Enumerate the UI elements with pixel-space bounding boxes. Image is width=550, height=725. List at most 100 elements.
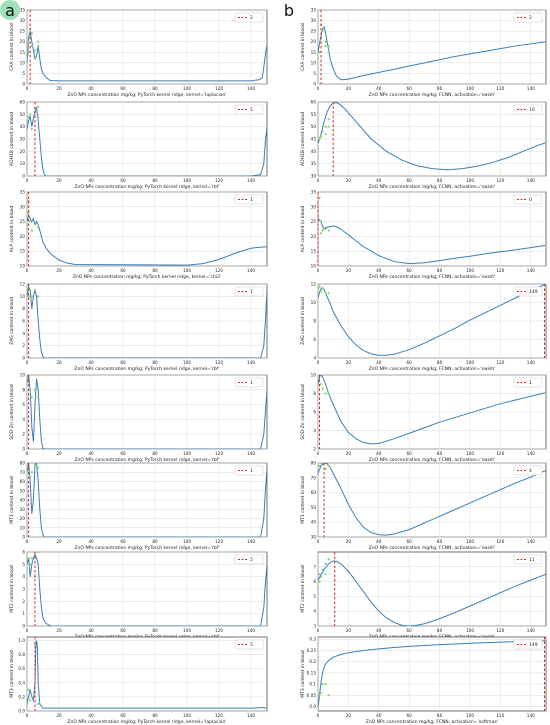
- data-point: [27, 40, 30, 43]
- y-axis-label: ADH1B content in blood: [300, 112, 306, 166]
- data-point: [27, 688, 30, 691]
- x-tick-label: 140: [527, 178, 535, 183]
- data-point: [30, 396, 33, 399]
- fit-curve: [27, 31, 267, 82]
- x-tick-label: 120: [215, 360, 223, 365]
- legend-label: 149: [529, 642, 538, 648]
- x-axis-label: ZnO NPs concentration mg/kg; PyTorch ker…: [74, 366, 219, 372]
- y-tick-label: 50: [311, 124, 317, 129]
- y-tick-label: 2: [22, 343, 25, 348]
- data-point: [318, 137, 321, 141]
- x-tick-label: 120: [215, 628, 223, 633]
- legend-label: 4: [529, 468, 532, 474]
- data-point: [544, 479, 546, 482]
- chart-a4: 0 20 40 60 80 100 120 140 0 2 4 6 8 10 12 ZnO NPs conce…: [9, 282, 268, 372]
- data-point: [27, 205, 29, 208]
- legend-box: [234, 639, 264, 650]
- y-tick-label: 0.25: [307, 648, 317, 653]
- data-point: [27, 289, 29, 292]
- data-point: [324, 682, 327, 686]
- x-tick-label: 100: [183, 713, 191, 718]
- y-tick-label: 5: [313, 594, 316, 599]
- x-tick-label: 60: [407, 360, 413, 365]
- fit-curve: [27, 553, 267, 626]
- chart-b1: 0 20 40 60 80 100 120 140 0 5 10 15 20 25 30 35 ZnO NPs …: [300, 8, 547, 98]
- data-point: [37, 702, 40, 706]
- y-tick-label: 30: [20, 18, 26, 23]
- y-axis-label: CAA content in blood: [300, 23, 306, 71]
- x-tick-label: 140: [527, 360, 535, 365]
- y-tick-label: 5: [22, 562, 25, 567]
- y-tick-label: 10: [20, 161, 26, 166]
- x-tick-label: 120: [215, 539, 223, 544]
- y-tick-label: 15: [20, 249, 26, 254]
- y-axis-label: ZAG content in blood: [9, 297, 15, 345]
- chart-b8: 0 20 40 60 80 100 120 140 0.0 0.05 0.1 0.15 0.2 0.25 0…: [300, 636, 547, 725]
- data-point: [29, 563, 32, 566]
- x-tick-label: 0: [317, 268, 320, 273]
- data-point: [265, 258, 267, 262]
- y-axis-label: SOD-Zn content in blood: [9, 384, 15, 440]
- x-tick-label: 120: [215, 178, 223, 183]
- x-axis-label: ZnO NPs concentration mg/kg; PyTorch ker…: [74, 545, 219, 551]
- x-tick-label: 140: [527, 539, 535, 544]
- y-axis-label: MT2 content in blood: [9, 565, 15, 613]
- x-tick-label: 80: [437, 713, 443, 718]
- x-tick-label: 40: [88, 178, 94, 183]
- x-axis-label: ZnO NPs concentration mg/kg; FCNN, activ…: [369, 457, 496, 463]
- y-tick-label: 0.05: [307, 693, 317, 698]
- data-point: [544, 258, 546, 262]
- y-tick-label: 2: [22, 432, 25, 437]
- x-tick-label: 60: [407, 628, 413, 633]
- legend-label: 5: [250, 642, 253, 648]
- legend-box: [234, 465, 264, 476]
- y-tick-label: 60: [20, 479, 26, 484]
- x-tick-label: 20: [346, 86, 352, 91]
- plot-frame: [26, 636, 268, 712]
- data-point: [27, 469, 30, 472]
- data-point: [327, 694, 330, 697]
- data-point: [544, 137, 546, 141]
- x-tick-label: 100: [183, 628, 191, 633]
- data-point: [319, 383, 323, 386]
- plot-frame: [26, 191, 268, 267]
- legend-label: 0: [529, 197, 532, 203]
- x-tick-label: 0: [26, 178, 29, 183]
- x-tick-label: 120: [215, 713, 223, 718]
- y-tick-label: 35: [20, 8, 26, 13]
- x-tick-label: 20: [56, 451, 62, 456]
- data-point: [318, 472, 320, 475]
- data-point: [321, 229, 324, 232]
- data-point: [544, 284, 546, 286]
- x-tick-label: 40: [376, 360, 382, 365]
- data-point: [321, 387, 324, 390]
- data-point: [321, 682, 324, 686]
- data-point: [27, 211, 30, 214]
- data-point: [544, 595, 546, 598]
- data-point: [27, 199, 30, 202]
- legend-label: 1: [250, 197, 253, 203]
- fit-curve: [318, 284, 546, 356]
- legend-box: [234, 12, 264, 23]
- y-tick-label: 1.0: [18, 638, 25, 643]
- data-point: [27, 466, 29, 469]
- x-tick-label: 0: [26, 86, 29, 91]
- y-tick-label: 40: [20, 498, 26, 503]
- data-point: [544, 565, 546, 568]
- data-point: [318, 705, 320, 708]
- legend-box: [513, 104, 543, 115]
- legend-box: [513, 465, 543, 476]
- fit-curve: [318, 640, 546, 709]
- x-tick-label: 20: [346, 268, 352, 273]
- y-tick-label: 8: [22, 387, 25, 392]
- x-tick-label: 140: [247, 178, 255, 183]
- data-point: [318, 287, 320, 290]
- y-tick-label: 50: [311, 505, 317, 510]
- y-tick-label: 0.15: [307, 670, 317, 675]
- x-tick-label: 20: [346, 360, 352, 365]
- x-tick-label: 20: [56, 539, 62, 544]
- data-point: [265, 53, 267, 56]
- data-point: [27, 115, 30, 118]
- x-tick-label: 140: [247, 628, 255, 633]
